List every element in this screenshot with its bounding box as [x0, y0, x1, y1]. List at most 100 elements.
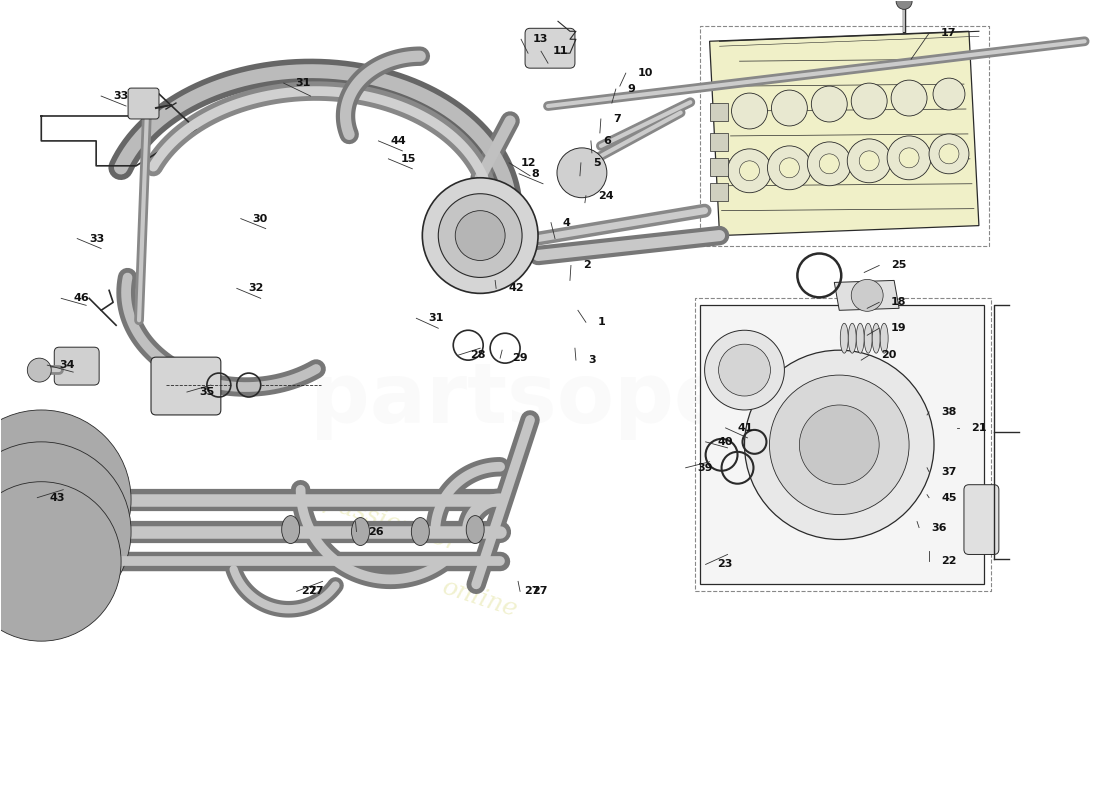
Bar [710, 103, 727, 121]
Circle shape [780, 158, 800, 178]
Text: partsopen: partsopen [310, 359, 790, 441]
Ellipse shape [865, 323, 872, 353]
Circle shape [939, 144, 959, 164]
Text: 38: 38 [940, 407, 956, 417]
Text: 3: 3 [587, 355, 595, 365]
Text: 4: 4 [563, 218, 571, 228]
Circle shape [933, 78, 965, 110]
FancyBboxPatch shape [442, 205, 520, 266]
Text: 2: 2 [583, 261, 591, 270]
FancyBboxPatch shape [151, 357, 221, 415]
Circle shape [851, 83, 887, 119]
Polygon shape [700, 306, 983, 584]
Text: 20: 20 [881, 350, 896, 360]
Circle shape [847, 139, 891, 182]
Text: 37: 37 [940, 466, 956, 477]
Text: 8: 8 [531, 169, 539, 178]
Text: 41: 41 [737, 423, 754, 433]
Text: 34: 34 [59, 360, 75, 370]
Text: 46: 46 [74, 294, 89, 303]
Text: 17: 17 [940, 28, 957, 38]
Text: a passion for: a passion for [299, 483, 461, 556]
Circle shape [807, 142, 851, 186]
Circle shape [705, 330, 784, 410]
Text: 13: 13 [534, 34, 549, 44]
Circle shape [732, 93, 768, 129]
Text: 19: 19 [891, 323, 906, 334]
Text: 27: 27 [525, 586, 540, 596]
Text: 45: 45 [940, 493, 957, 502]
Text: 42: 42 [508, 283, 524, 294]
Ellipse shape [840, 323, 848, 353]
Text: 31: 31 [296, 78, 311, 88]
Text: 10: 10 [638, 68, 653, 78]
Circle shape [0, 410, 131, 590]
FancyBboxPatch shape [525, 28, 575, 68]
Ellipse shape [411, 518, 429, 546]
Text: 27: 27 [301, 586, 317, 596]
Circle shape [455, 210, 505, 261]
Text: 39: 39 [697, 462, 713, 473]
FancyBboxPatch shape [128, 88, 160, 119]
Text: 27: 27 [532, 586, 548, 596]
Text: 24: 24 [598, 190, 614, 201]
Ellipse shape [848, 323, 856, 353]
Circle shape [896, 0, 912, 10]
Circle shape [768, 146, 812, 190]
Circle shape [859, 151, 879, 170]
Text: 31: 31 [428, 314, 443, 323]
Circle shape [745, 350, 934, 539]
Text: 18: 18 [891, 298, 906, 307]
Ellipse shape [880, 323, 888, 353]
Text: 12: 12 [521, 158, 537, 168]
Circle shape [769, 375, 909, 514]
FancyBboxPatch shape [964, 485, 999, 554]
Circle shape [891, 80, 927, 116]
Text: 9: 9 [628, 84, 636, 94]
Circle shape [812, 86, 847, 122]
Circle shape [771, 90, 807, 126]
Text: 22: 22 [940, 557, 957, 566]
Text: 33: 33 [89, 234, 104, 243]
Text: 26: 26 [368, 526, 384, 537]
Text: online: online [440, 576, 520, 622]
Circle shape [887, 136, 931, 180]
Circle shape [0, 442, 131, 622]
Text: 28: 28 [470, 350, 486, 360]
Text: 29: 29 [513, 353, 528, 363]
Circle shape [851, 279, 883, 311]
Text: 43: 43 [50, 493, 65, 502]
Circle shape [718, 344, 770, 396]
Polygon shape [710, 31, 979, 235]
FancyBboxPatch shape [54, 347, 99, 385]
Text: 40: 40 [717, 437, 733, 447]
Bar [710, 158, 727, 176]
Text: 7: 7 [613, 114, 620, 124]
Text: 27: 27 [309, 586, 324, 596]
Text: 5: 5 [593, 158, 601, 168]
Ellipse shape [872, 323, 880, 353]
Circle shape [820, 154, 839, 174]
Text: 23: 23 [717, 559, 733, 570]
Text: 11: 11 [553, 46, 569, 56]
Text: 15: 15 [400, 154, 416, 164]
Text: 21: 21 [971, 423, 987, 433]
Polygon shape [834, 281, 899, 310]
Circle shape [422, 178, 538, 294]
Text: 1: 1 [598, 318, 606, 327]
Text: 6: 6 [603, 136, 611, 146]
Text: 33: 33 [113, 91, 129, 101]
Circle shape [930, 134, 969, 174]
Text: 25: 25 [891, 261, 906, 270]
Circle shape [438, 194, 522, 278]
Circle shape [0, 482, 121, 641]
Ellipse shape [282, 515, 299, 543]
Circle shape [727, 149, 771, 193]
Ellipse shape [466, 515, 484, 543]
Text: 35: 35 [199, 387, 214, 397]
Ellipse shape [856, 323, 865, 353]
Text: 32: 32 [249, 283, 264, 294]
Text: 30: 30 [253, 214, 268, 224]
Text: 44: 44 [390, 136, 406, 146]
Ellipse shape [352, 518, 370, 546]
